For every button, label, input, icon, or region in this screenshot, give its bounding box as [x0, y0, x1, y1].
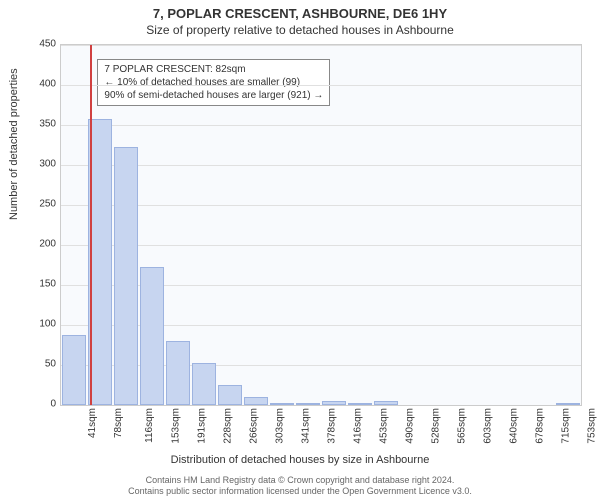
y-tick-label: 200 [26, 239, 56, 250]
x-tick-label: 153sqm [171, 408, 182, 444]
x-tick-label: 416sqm [353, 408, 364, 444]
x-tick-label: 528sqm [431, 408, 442, 444]
histogram-bar [270, 403, 295, 405]
gridline [61, 165, 581, 166]
x-tick-label: 191sqm [197, 408, 208, 444]
y-tick-label: 100 [26, 319, 56, 330]
y-tick-label: 300 [26, 159, 56, 170]
plot-area: 7 POPLAR CRESCENT: 82sqm ← 10% of detach… [60, 44, 582, 406]
histogram-bar [218, 385, 243, 405]
x-tick-label: 41sqm [87, 408, 98, 438]
y-tick-label: 250 [26, 199, 56, 210]
y-tick-label: 400 [26, 79, 56, 90]
x-tick-label: 228sqm [223, 408, 234, 444]
histogram-bar [114, 147, 139, 405]
histogram-bar [348, 403, 373, 405]
histogram-bar [322, 401, 347, 405]
y-tick-label: 150 [26, 279, 56, 290]
gridline [61, 245, 581, 246]
x-tick-label: 453sqm [379, 408, 390, 444]
annotation-line2: ← 10% of detached houses are smaller (99… [104, 76, 323, 89]
gridline [61, 125, 581, 126]
y-tick-label: 350 [26, 119, 56, 130]
y-tick-label: 450 [26, 39, 56, 50]
x-tick-label: 640sqm [509, 408, 520, 444]
histogram-bar [140, 267, 165, 405]
x-tick-label: 490sqm [405, 408, 416, 444]
x-tick-label: 603sqm [483, 408, 494, 444]
x-tick-label: 678sqm [535, 408, 546, 444]
y-axis-label: Number of detached properties [8, 68, 20, 220]
address-title: 7, POPLAR CRESCENT, ASHBOURNE, DE6 1HY [0, 0, 600, 21]
y-tick-label: 0 [26, 399, 56, 410]
footer-line2: Contains public sector information licen… [0, 486, 600, 498]
footer-line1: Contains HM Land Registry data © Crown c… [0, 475, 600, 487]
histogram-bar [192, 363, 217, 405]
chart-container: 7, POPLAR CRESCENT, ASHBOURNE, DE6 1HY S… [0, 0, 600, 500]
gridline [61, 85, 581, 86]
footer-attribution: Contains HM Land Registry data © Crown c… [0, 475, 600, 498]
histogram-bar [296, 403, 321, 405]
x-tick-label: 116sqm [144, 408, 155, 443]
histogram-bar [244, 397, 269, 405]
annotation-line1: 7 POPLAR CRESCENT: 82sqm [104, 63, 323, 76]
x-tick-label: 341sqm [301, 408, 312, 444]
x-tick-label: 266sqm [249, 408, 260, 444]
y-tick-label: 50 [26, 359, 56, 370]
histogram-bar [374, 401, 399, 405]
gridline [61, 45, 581, 46]
property-marker-line [90, 45, 92, 405]
x-tick-label: 753sqm [587, 408, 598, 444]
x-tick-label: 565sqm [457, 408, 468, 444]
gridline [61, 205, 581, 206]
subtitle: Size of property relative to detached ho… [0, 21, 600, 37]
x-tick-label: 303sqm [275, 408, 286, 444]
annotation-line3: 90% of semi-detached houses are larger (… [104, 89, 323, 102]
histogram-bar [62, 335, 87, 405]
x-tick-label: 715sqm [561, 408, 572, 444]
x-tick-label: 378sqm [327, 408, 338, 444]
histogram-bar [166, 341, 191, 405]
x-tick-label: 78sqm [113, 408, 124, 438]
histogram-bar [556, 403, 581, 405]
x-axis-label: Distribution of detached houses by size … [0, 454, 600, 466]
annotation-box: 7 POPLAR CRESCENT: 82sqm ← 10% of detach… [97, 59, 330, 106]
